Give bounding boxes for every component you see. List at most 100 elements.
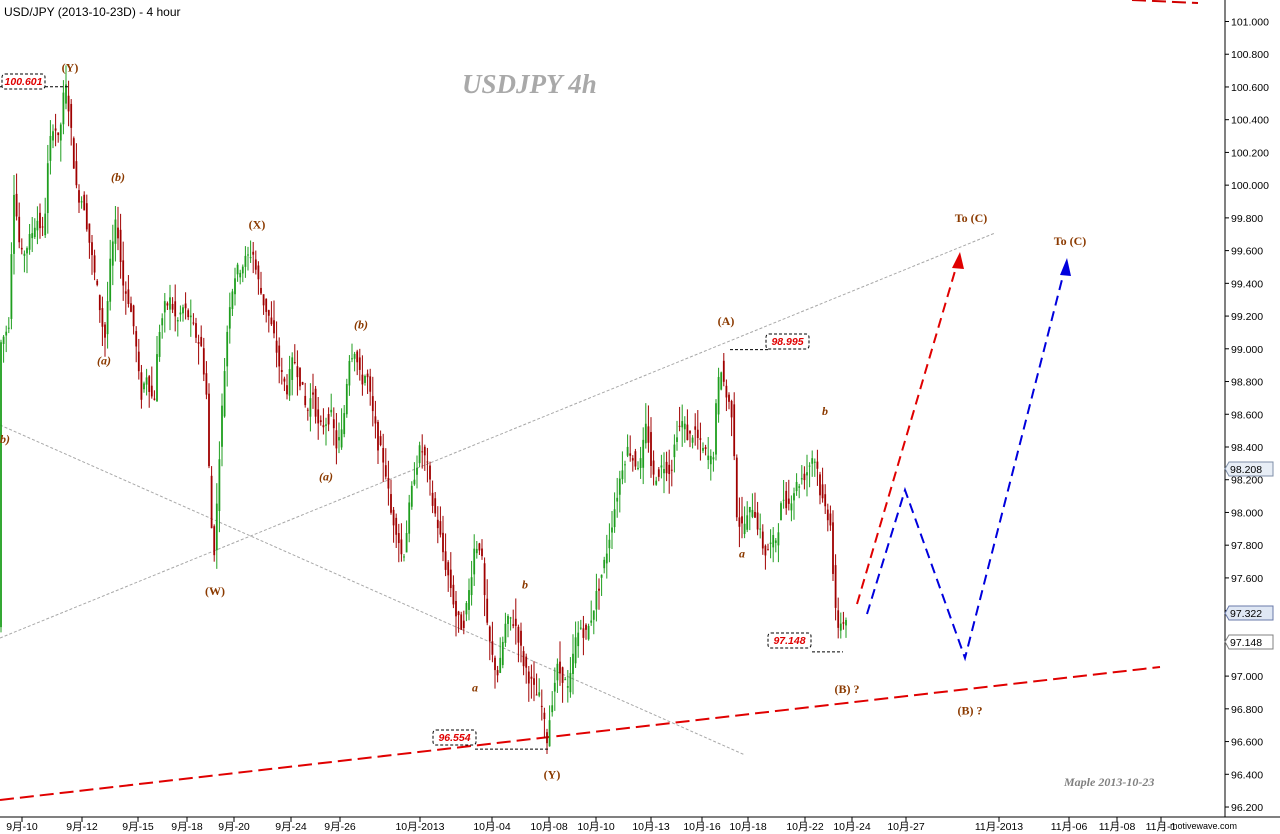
candle bbox=[265, 298, 268, 323]
candle bbox=[410, 481, 413, 510]
candle bbox=[161, 313, 164, 339]
candle bbox=[85, 194, 88, 232]
candle bbox=[0, 339, 2, 633]
y-tick-label: 100.800 bbox=[1231, 49, 1269, 61]
candle bbox=[283, 376, 286, 392]
x-tick-label: 10月-22 bbox=[786, 821, 824, 833]
candle bbox=[486, 579, 489, 626]
y-tick-label: 96.600 bbox=[1231, 737, 1263, 749]
candle bbox=[634, 448, 637, 470]
candle bbox=[834, 554, 837, 621]
candle bbox=[280, 357, 283, 385]
candle bbox=[358, 348, 361, 381]
candle bbox=[387, 460, 390, 506]
candle bbox=[379, 430, 382, 447]
candle bbox=[5, 325, 8, 353]
candle bbox=[652, 450, 655, 486]
candle bbox=[694, 413, 697, 446]
candle bbox=[670, 459, 673, 487]
candle bbox=[629, 435, 632, 462]
candle bbox=[468, 578, 470, 621]
candle bbox=[821, 467, 824, 503]
candle bbox=[696, 410, 699, 450]
candle bbox=[434, 492, 437, 517]
candle bbox=[426, 447, 429, 483]
candle bbox=[215, 483, 218, 569]
candle bbox=[231, 288, 234, 316]
candle bbox=[306, 407, 309, 421]
last-close-label: 97.322 bbox=[1230, 608, 1262, 620]
candle bbox=[408, 494, 411, 543]
marked-low-badge: 97.148 bbox=[1224, 634, 1274, 650]
trendlines bbox=[0, 0, 1199, 801]
candle bbox=[839, 612, 842, 639]
candle bbox=[608, 523, 611, 563]
candle bbox=[728, 392, 730, 410]
wave-label: (A) bbox=[718, 314, 735, 328]
candle bbox=[49, 120, 52, 175]
candle bbox=[413, 462, 416, 486]
candle bbox=[366, 369, 369, 394]
candle bbox=[114, 206, 117, 262]
candle bbox=[59, 122, 62, 162]
candle bbox=[572, 634, 574, 695]
candle bbox=[499, 637, 502, 674]
candle bbox=[483, 557, 486, 617]
y-tick-label: 98.200 bbox=[1231, 475, 1263, 487]
candle bbox=[462, 610, 465, 635]
candle bbox=[234, 267, 236, 306]
candle bbox=[691, 435, 694, 449]
candle bbox=[291, 352, 294, 396]
candle bbox=[811, 450, 814, 477]
x-tick-label: 9月-12 bbox=[66, 821, 98, 833]
candle bbox=[800, 465, 803, 485]
candle bbox=[577, 621, 580, 658]
candle bbox=[57, 132, 60, 143]
price-level-label: 97.148 bbox=[773, 635, 805, 647]
candle bbox=[169, 284, 171, 331]
candle bbox=[247, 246, 249, 271]
candle bbox=[390, 479, 392, 515]
candle bbox=[33, 218, 36, 239]
candle bbox=[260, 271, 262, 295]
candle bbox=[644, 403, 647, 449]
candle bbox=[62, 80, 65, 135]
candle bbox=[150, 366, 153, 399]
candle bbox=[772, 527, 775, 563]
price-level-label: 100.601 bbox=[5, 76, 43, 88]
upper-channel-line bbox=[0, 232, 996, 639]
candle bbox=[192, 313, 195, 326]
y-tick-label: 99.200 bbox=[1231, 311, 1263, 323]
candles bbox=[0, 65, 847, 755]
x-tick-label: 9月-15 bbox=[122, 821, 154, 833]
candle bbox=[109, 239, 112, 311]
candle bbox=[569, 657, 572, 698]
candle bbox=[75, 143, 78, 189]
candle bbox=[371, 376, 374, 427]
chart-watermark: USDJPY 4h bbox=[462, 69, 597, 99]
forecast-blue-arrowhead bbox=[1060, 258, 1071, 276]
candle bbox=[200, 325, 203, 348]
candle bbox=[93, 249, 96, 281]
candle bbox=[631, 455, 634, 472]
candle bbox=[761, 524, 764, 555]
lower-diagonal-line bbox=[0, 424, 746, 756]
candle bbox=[530, 664, 533, 699]
wave-label: (b) bbox=[111, 170, 125, 184]
candle bbox=[189, 299, 192, 337]
candle bbox=[80, 196, 83, 209]
candle bbox=[176, 317, 179, 337]
candle bbox=[184, 292, 187, 320]
candle bbox=[20, 238, 23, 255]
candle bbox=[743, 506, 746, 539]
candle bbox=[137, 338, 140, 380]
candle bbox=[699, 422, 702, 461]
candle bbox=[145, 368, 148, 396]
candle bbox=[278, 337, 281, 384]
candle bbox=[288, 355, 291, 401]
candle bbox=[444, 533, 447, 577]
candle bbox=[345, 378, 348, 418]
candle bbox=[423, 444, 426, 471]
candle bbox=[579, 619, 582, 630]
